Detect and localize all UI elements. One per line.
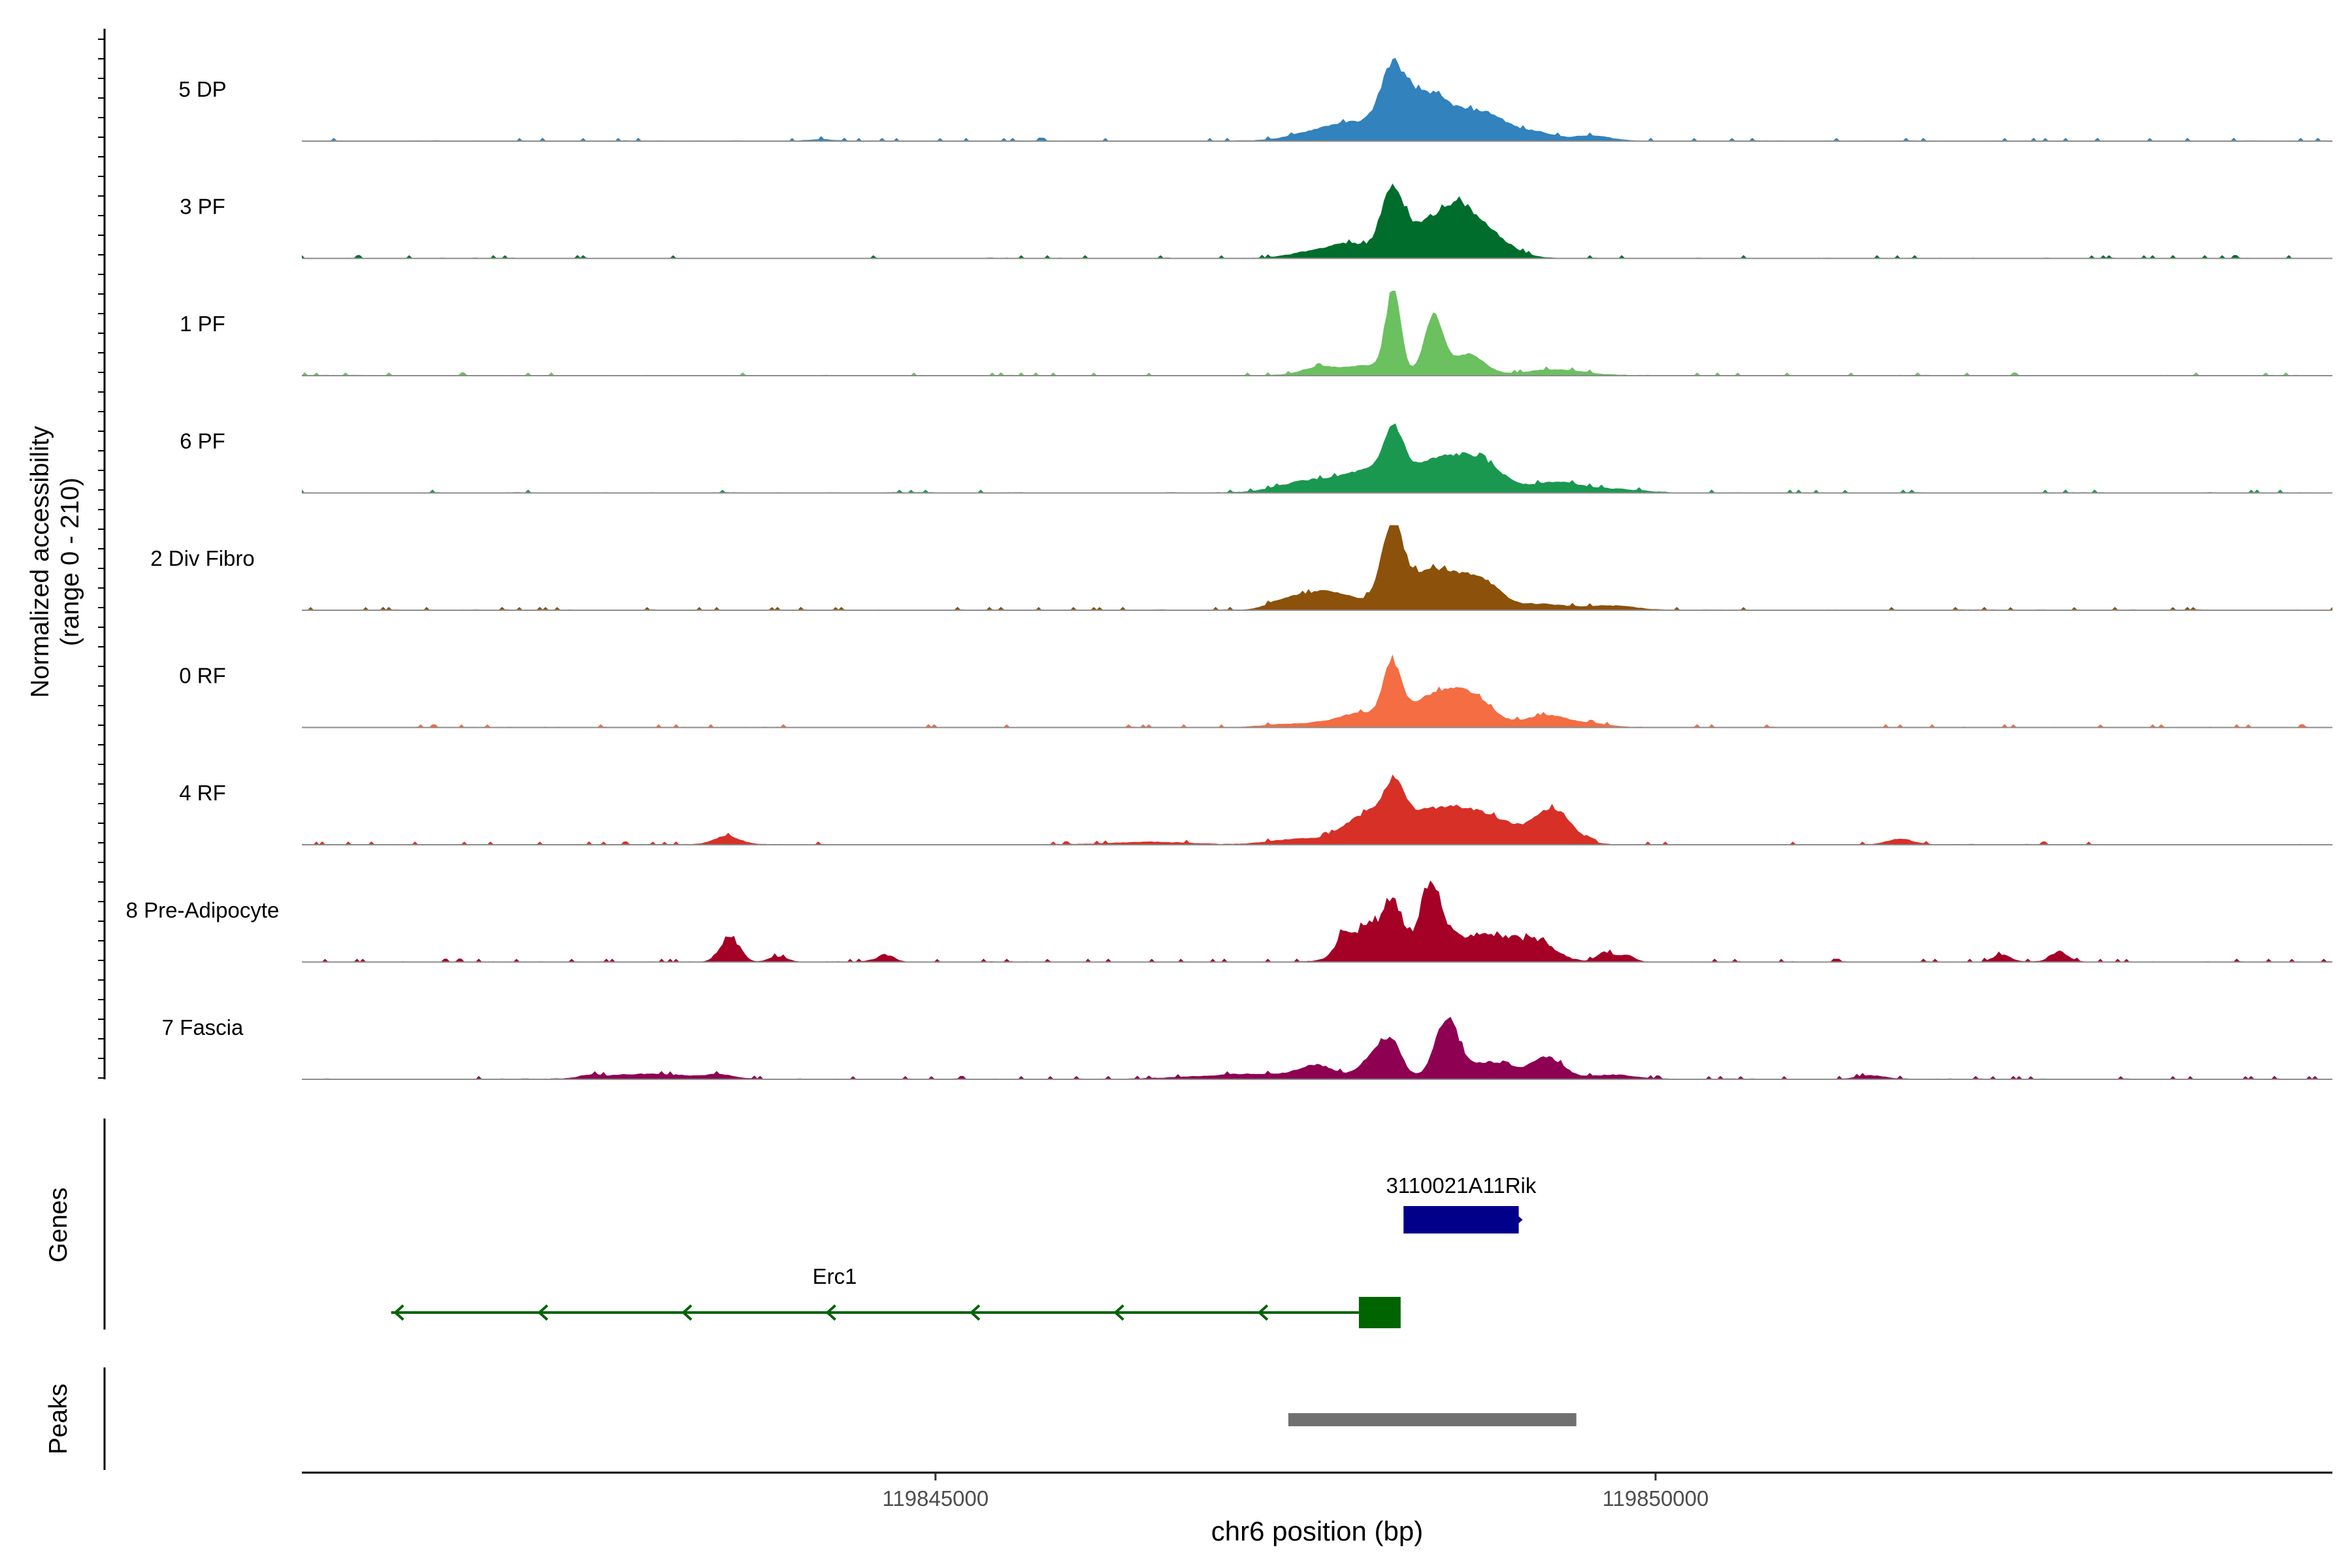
coverage-axis-ticks: [98, 39, 105, 1079]
gene-annotations: 3110021A11Rik Erc1: [391, 1173, 1537, 1328]
strand-arrow-icon: [393, 1304, 404, 1321]
track-7: 8 Pre-Adipocyte: [126, 880, 2332, 963]
peak-region-bar: [1288, 1413, 1576, 1426]
coverage-area: [302, 1017, 2332, 1079]
track-1: 3 PF: [180, 183, 2332, 259]
track-label: 0 RF: [179, 664, 226, 688]
track-label: 8 Pre-Adipocyte: [126, 898, 280, 923]
gene-3110021a11rik: 3110021A11Rik: [1386, 1173, 1537, 1233]
track-label: 1 PF: [180, 312, 225, 336]
gene-label: 3110021A11Rik: [1386, 1173, 1536, 1198]
genes-panel-label: Genes: [44, 1188, 73, 1263]
coverage-area: [302, 525, 2332, 610]
y-axis-subtitle: (range 0 - 210): [56, 478, 84, 646]
track-5: 0 RF: [179, 654, 2332, 728]
track-0: 5 DP: [178, 57, 2332, 142]
track-label: 4 RF: [179, 781, 226, 805]
coverage-area: [302, 654, 2332, 728]
gene-label: Erc1: [813, 1264, 857, 1288]
track-label: 7 Fascia: [162, 1015, 244, 1039]
strand-arrow-icon: [1257, 1304, 1269, 1321]
strand-arrow-icon: [825, 1304, 836, 1321]
peaks-panel-label: Peaks: [44, 1384, 73, 1454]
strand-arrow-icon: [1113, 1304, 1124, 1321]
x-axis-title: chr6 position (bp): [1211, 1516, 1424, 1546]
coverage-area: [302, 880, 2332, 962]
gene-exon: [1358, 1297, 1401, 1328]
track-3: 6 PF: [180, 423, 2332, 494]
coverage-area: [302, 57, 2332, 141]
track-6: 4 RF: [179, 774, 2332, 845]
track-label: 2 Div Fibro: [150, 546, 255, 570]
strand-arrow-icon: [970, 1304, 981, 1321]
track-2: 1 PF: [180, 291, 2332, 376]
coverage-area: [302, 291, 2332, 376]
track-4: 2 Div Fibro: [150, 525, 2332, 611]
x-axis-ticks: 119845000 119850000: [883, 1473, 1709, 1511]
track-label: 6 PF: [180, 429, 225, 453]
track-label: 3 PF: [180, 195, 225, 219]
gene-erc1: Erc1: [391, 1264, 1401, 1328]
coverage-area: [302, 183, 2332, 259]
coverage-tracks: 5 DP 3 PF 1 PF 6 PF 2 Div Fibro 0 RF 4 RF 8 Pre…: [126, 57, 2332, 1080]
x-tick-label: 119845000: [883, 1486, 989, 1511]
gene-exon: [1403, 1206, 1519, 1233]
y-axis-title: Normalized accessibility: [26, 425, 54, 698]
strand-arrow-icon: [537, 1304, 549, 1321]
strand-arrow-icon: [681, 1304, 693, 1321]
track-label: 5 DP: [178, 77, 226, 101]
x-tick-label: 119850000: [1603, 1486, 1709, 1511]
strand-arrow-icon: [1517, 1215, 1523, 1224]
track-8: 7 Fascia: [162, 1015, 2332, 1080]
coverage-area: [302, 423, 2332, 493]
coverage-area: [302, 774, 2332, 845]
